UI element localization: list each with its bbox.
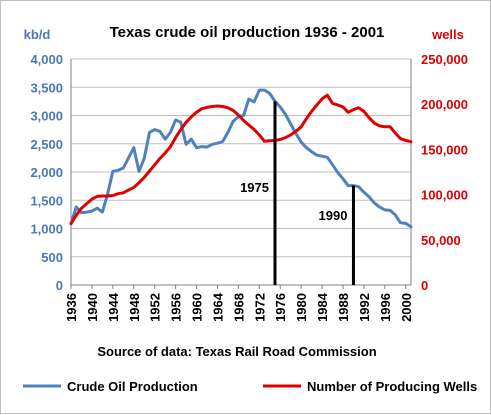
x-tick-label: 1964	[210, 292, 225, 322]
x-axis-ticks: 1936 1940 1944 1948 1952 1956 1960 1964 1968 1972…	[64, 285, 414, 322]
x-tick-label: 1996	[378, 293, 393, 322]
x-tick-label: 1940	[85, 293, 100, 322]
right-tick-label: 50,000	[421, 233, 461, 248]
source-note: Source of data: Texas Rail Road Commissi…	[97, 344, 376, 359]
right-tick-label: 100,000	[421, 188, 468, 203]
x-tick-label: 1976	[273, 293, 288, 322]
series-lines	[69, 88, 413, 229]
left-tick-label: 4,000	[30, 52, 63, 67]
right-tick-label: 0	[421, 278, 428, 293]
series-line-2	[69, 93, 413, 225]
left-tick-label: 1,500	[30, 193, 63, 208]
x-tick-label: 1968	[231, 293, 246, 322]
x-tick-label: 1948	[127, 293, 142, 322]
x-tick-label: 1952	[148, 293, 163, 322]
right-tick-label: 250,000	[421, 52, 468, 67]
x-tick-label: 1944	[106, 292, 121, 322]
right-tick-label: 200,000	[421, 97, 468, 112]
left-tick-label: 2,500	[30, 137, 63, 152]
x-tick-label: 1988	[336, 293, 351, 322]
right-axis-unit: wells	[431, 27, 464, 42]
left-tick-label: 500	[41, 250, 63, 265]
annotations: 1975 1990	[240, 101, 355, 285]
left-tick-label: 2,000	[30, 165, 63, 180]
x-tick-label: 1960	[190, 293, 205, 322]
legend-label: Number of Producing Wells	[307, 379, 477, 394]
left-tick-label: 3,000	[30, 109, 63, 124]
x-tick-label: 1972	[252, 293, 267, 322]
x-tick-label: 1956	[169, 293, 184, 322]
gridlines	[71, 58, 411, 258]
left-axis-ticks: 0 500 1,000 1,500 2,000 2,500 3,000 3,500 4,000	[30, 52, 63, 293]
annotation-label: 1990	[319, 208, 348, 223]
x-tick-label: 1992	[357, 293, 372, 322]
right-tick-label: 150,000	[421, 142, 468, 157]
legend-label: Crude Oil Production	[67, 379, 198, 394]
chart-title: Texas crude oil production 1936 - 2001	[110, 24, 385, 41]
annotation-label: 1975	[240, 180, 269, 195]
x-tick-label: 2000	[399, 293, 414, 322]
x-tick-label: 1936	[64, 293, 79, 322]
left-axis-unit: kb/d	[24, 27, 51, 42]
left-tick-label: 1,000	[30, 222, 63, 237]
left-tick-label: 3,500	[30, 80, 63, 95]
x-tick-label: 1980	[294, 293, 309, 322]
series-line-1	[69, 88, 413, 229]
right-axis-ticks: 0 50,000 100,000 150,000 200,000 250,000	[421, 52, 468, 293]
left-tick-label: 0	[56, 278, 63, 293]
x-tick-label: 1984	[315, 292, 330, 322]
legend: Crude Oil Production Number of Producing …	[23, 379, 477, 394]
